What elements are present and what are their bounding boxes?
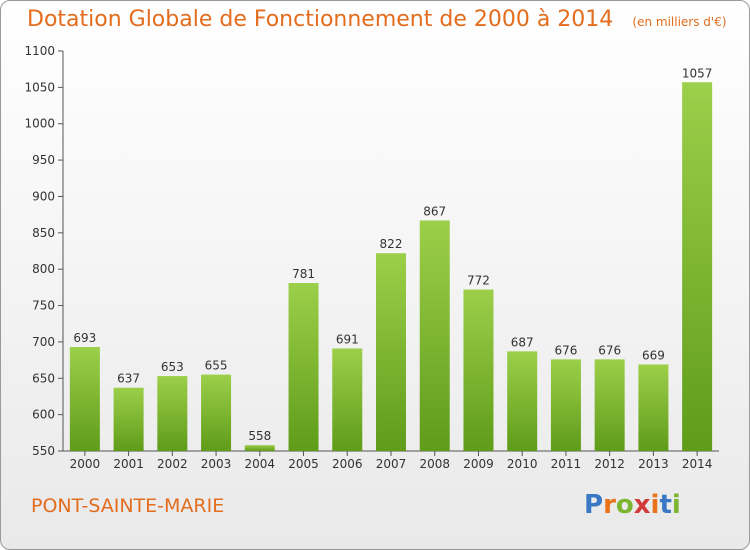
y-tick-label: 1100 bbox=[24, 44, 55, 58]
bar-2009 bbox=[463, 289, 494, 451]
bar-value-label: 781 bbox=[292, 267, 315, 281]
bar-2008 bbox=[419, 220, 450, 451]
bars: 693 637 653 655 558 781 691 822 867 772 687 676 676 6… bbox=[69, 66, 713, 451]
y-axis: 550 600 650 700 750 800 850 900 950 1000 1050 1100 bbox=[24, 44, 64, 458]
bar-value-label: 676 bbox=[598, 343, 621, 357]
y-tick-label: 700 bbox=[32, 335, 55, 349]
bar-2006 bbox=[332, 348, 363, 451]
x-tick-label: 2012 bbox=[594, 457, 625, 471]
x-tick-label: 2006 bbox=[332, 457, 363, 471]
bar-2011 bbox=[550, 359, 581, 451]
x-tick-label: 2002 bbox=[157, 457, 188, 471]
y-tick-label: 850 bbox=[32, 226, 55, 240]
bar-value-label: 691 bbox=[336, 332, 359, 346]
bar-2010 bbox=[507, 351, 538, 451]
y-tick-label: 900 bbox=[32, 189, 55, 203]
bar-2005 bbox=[288, 283, 319, 451]
y-tick-label: 1050 bbox=[24, 80, 55, 94]
y-tick-label: 950 bbox=[32, 153, 55, 167]
bar-2007 bbox=[376, 253, 406, 451]
title-row: Dotation Globale de Fonctionnement de 20… bbox=[27, 7, 727, 32]
bar-value-label: 822 bbox=[380, 237, 403, 251]
bar-2013 bbox=[638, 364, 669, 451]
bar-2001 bbox=[113, 387, 144, 451]
x-tick-label: 2004 bbox=[245, 457, 276, 471]
chart-title: Dotation Globale de Fonctionnement de 20… bbox=[27, 7, 614, 32]
bar-2000 bbox=[69, 347, 100, 451]
bar-value-label: 637 bbox=[117, 372, 140, 386]
y-tick-label: 1000 bbox=[24, 117, 55, 131]
bar-2004 bbox=[244, 445, 275, 451]
x-tick-label: 2007 bbox=[376, 457, 407, 471]
bar-value-label: 772 bbox=[467, 274, 490, 288]
bar-2012 bbox=[594, 359, 625, 451]
bar-value-label: 867 bbox=[423, 204, 446, 218]
bar-value-label: 676 bbox=[554, 343, 577, 357]
bar-value-label: 558 bbox=[248, 429, 271, 443]
x-tick-label: 2009 bbox=[463, 457, 494, 471]
x-tick-label: 2008 bbox=[419, 457, 450, 471]
bar-value-label: 653 bbox=[161, 360, 184, 374]
chart-unit: (en milliers d'€) bbox=[632, 15, 727, 29]
x-tick-label: 2003 bbox=[201, 457, 232, 471]
x-tick-label: 2001 bbox=[113, 457, 144, 471]
x-tick-label: 2010 bbox=[507, 457, 538, 471]
bar-value-label: 1057 bbox=[682, 66, 713, 80]
bar-value-label: 669 bbox=[642, 348, 665, 362]
x-axis: 2000 2001 2002 2003 2004 2005 2006 2007 2008 2009… bbox=[63, 450, 719, 471]
y-tick-label: 750 bbox=[32, 299, 55, 313]
y-tick-label: 550 bbox=[32, 444, 55, 458]
y-tick-label: 650 bbox=[32, 371, 55, 385]
x-tick-label: 2013 bbox=[638, 457, 669, 471]
y-tick-label: 800 bbox=[32, 262, 55, 276]
bar-value-label: 687 bbox=[511, 335, 534, 349]
bar-2002 bbox=[157, 376, 188, 451]
y-tick-label: 600 bbox=[32, 408, 55, 422]
x-tick-label: 2000 bbox=[70, 457, 101, 471]
bar-2014 bbox=[682, 82, 713, 451]
x-tick-label: 2014 bbox=[682, 457, 713, 471]
bar-value-label: 655 bbox=[205, 359, 228, 373]
bar-2003 bbox=[201, 374, 232, 451]
bar-value-label: 693 bbox=[73, 331, 96, 345]
commune-name: PONT-SAINTE-MARIE bbox=[31, 495, 225, 517]
x-tick-label: 2011 bbox=[551, 457, 582, 471]
x-tick-label: 2005 bbox=[288, 457, 319, 471]
proxiti-logo: Proxiti bbox=[584, 490, 681, 520]
